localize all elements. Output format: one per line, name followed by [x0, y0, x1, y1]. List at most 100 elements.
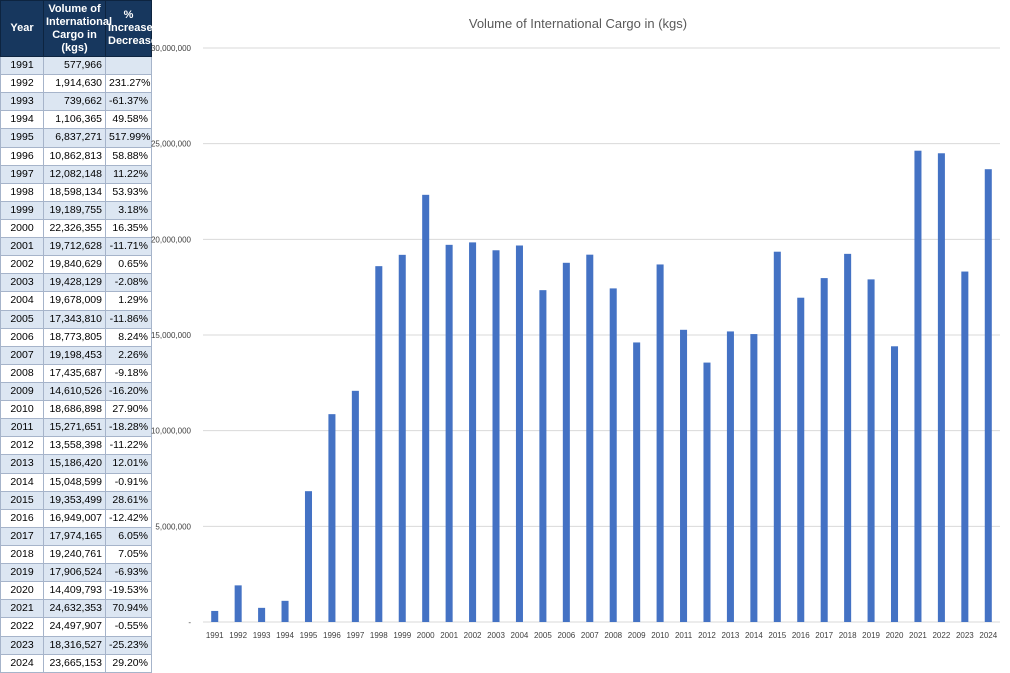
- bar-2012: [703, 362, 711, 622]
- table-row: 2009 14,610,526 -16.20%: [0, 381, 152, 402]
- y-axis-ticks: - 5,000,000 10,000,000 15,000,000 20,000,000…: [151, 44, 192, 627]
- table-row: 2004 19,678,009 1.29%: [0, 291, 152, 311]
- cell-year: 2023: [0, 635, 44, 655]
- cell-percent-change: 8.24%: [105, 327, 152, 347]
- x-tick-label: 2023: [956, 631, 974, 640]
- cell-percent-change: -2.08%: [105, 273, 152, 293]
- bar-2013: [726, 331, 734, 622]
- x-tick-label: 2011: [675, 631, 693, 640]
- cell-volume: 19,353,499: [43, 490, 106, 510]
- cell-year: 2006: [0, 327, 44, 347]
- cell-volume: 19,198,453: [43, 345, 106, 365]
- table-row: 1991 577,966: [0, 55, 152, 76]
- cell-percent-change: 70.94%: [105, 599, 152, 619]
- cell-percent-change: [105, 55, 152, 76]
- table-row: 2024 23,665,153 29.20%: [0, 653, 152, 673]
- chart-area: Volume of International Cargo in (kgs) -…: [151, 0, 1010, 652]
- cell-volume: 10,862,813: [43, 146, 106, 166]
- table-row: 2008 17,435,687 -9.18%: [0, 363, 152, 383]
- x-tick-label: 1992: [229, 631, 247, 640]
- cell-percent-change: -16.20%: [105, 381, 152, 402]
- table-row: 2010 18,686,898 27.90%: [0, 400, 152, 420]
- bar-1996: [328, 414, 336, 622]
- x-tick-label: 2006: [557, 631, 575, 640]
- x-tick-label: 1991: [206, 631, 224, 640]
- cell-year: 2024: [0, 653, 44, 673]
- cell-percent-change: 3.18%: [105, 200, 152, 220]
- y-tick-label: 30,000,000: [151, 44, 192, 53]
- cell-volume: 17,906,524: [43, 563, 106, 583]
- bar-2000: [422, 194, 430, 623]
- bar-1995: [304, 491, 313, 622]
- cell-volume: 14,409,793: [43, 581, 106, 601]
- cell-volume: 577,966: [43, 55, 106, 76]
- x-tick-label: 2022: [932, 631, 950, 640]
- cell-percent-change: 28.61%: [105, 490, 152, 510]
- x-tick-label: 2001: [440, 631, 458, 640]
- cell-volume: 19,189,755: [43, 200, 106, 220]
- x-tick-label: 2003: [487, 631, 505, 640]
- bar-2007: [586, 254, 594, 622]
- cell-volume: 24,632,353: [43, 599, 106, 619]
- table-row: 2021 24,632,353 70.94%: [0, 599, 152, 619]
- y-tick-label: 25,000,000: [151, 140, 192, 149]
- bar-2002: [469, 242, 477, 622]
- x-axis-ticks: 1991 1992 1993 1994 1995 1996 1997 1998 1999 2000…: [206, 631, 998, 640]
- x-tick-label: 2008: [604, 631, 622, 640]
- bar-2001: [445, 244, 453, 622]
- data-table-panel: Year Volume of International Cargo in (k…: [0, 0, 157, 673]
- bar-2019: [867, 279, 875, 622]
- table-row: 2013 15,186,420 12.01%: [0, 454, 152, 474]
- x-tick-label: 2019: [862, 631, 880, 640]
- x-tick-label: 2002: [464, 631, 482, 640]
- x-tick-label: 2021: [909, 631, 927, 640]
- table-row: 2017 17,974,165 6.05%: [0, 526, 152, 546]
- cell-percent-change: 1.29%: [105, 291, 152, 311]
- x-tick-label: 2010: [651, 631, 669, 640]
- bar-2009: [633, 342, 641, 622]
- cell-percent-change: 517.99%: [105, 128, 152, 148]
- cell-year: 2016: [0, 508, 44, 528]
- cell-volume: 17,435,687: [43, 363, 106, 383]
- x-tick-label: 2013: [722, 631, 740, 640]
- table-row: 2012 13,558,398 -11.22%: [0, 436, 152, 456]
- cell-volume: 18,598,134: [43, 182, 106, 202]
- cell-volume: 22,326,355: [43, 218, 106, 239]
- cell-year: 2011: [0, 418, 44, 438]
- bar-1998: [375, 266, 383, 622]
- table-row: 2018 19,240,761 7.05%: [0, 544, 152, 565]
- table-row: 1998 18,598,134 53.93%: [0, 182, 152, 202]
- cell-volume: 24,497,907: [43, 617, 106, 637]
- bar-2006: [562, 262, 570, 622]
- table-body: 1991 577,966 1992 1,914,630 231.27% 1993 739,6…: [0, 55, 152, 673]
- cell-year: 1994: [0, 110, 44, 130]
- x-tick-label: 2017: [815, 631, 833, 640]
- cell-volume: 18,316,527: [43, 635, 106, 655]
- cell-year: 2000: [0, 218, 44, 239]
- table-row: 2002 19,840,629 0.65%: [0, 255, 152, 275]
- cell-volume: 12,082,148: [43, 164, 106, 184]
- table-row: 2000 22,326,355 16.35%: [0, 218, 152, 239]
- cell-percent-change: 58.88%: [105, 146, 152, 166]
- bar-1993: [258, 607, 266, 622]
- cell-volume: 19,840,629: [43, 255, 106, 275]
- table-row: 2014 15,048,599 -0.91%: [0, 472, 152, 492]
- table-row: 2007 19,198,453 2.26%: [0, 345, 152, 365]
- cell-year: 2021: [0, 599, 44, 619]
- table-row: 2011 15,271,651 -18.28%: [0, 418, 152, 438]
- y-tick-label: -: [188, 618, 191, 627]
- cell-volume: 19,240,761: [43, 544, 106, 565]
- table-row: 1995 6,837,271 517.99%: [0, 128, 152, 148]
- cell-volume: 15,048,599: [43, 472, 106, 492]
- cell-year: 2018: [0, 544, 44, 565]
- cell-percent-change: -18.28%: [105, 418, 152, 438]
- header-volume: Volume of International Cargo in (kgs): [43, 0, 112, 57]
- cell-volume: 15,271,651: [43, 418, 106, 438]
- cell-year: 1993: [0, 92, 44, 112]
- cell-percent-change: -61.37%: [105, 92, 152, 112]
- table-row: 2005 17,343,810 -11.86%: [0, 309, 152, 329]
- cell-percent-change: -11.86%: [105, 309, 152, 329]
- cargo-data-table: Year Volume of International Cargo in (k…: [0, 0, 157, 673]
- cell-year: 2003: [0, 273, 44, 293]
- cell-year: 2019: [0, 563, 44, 583]
